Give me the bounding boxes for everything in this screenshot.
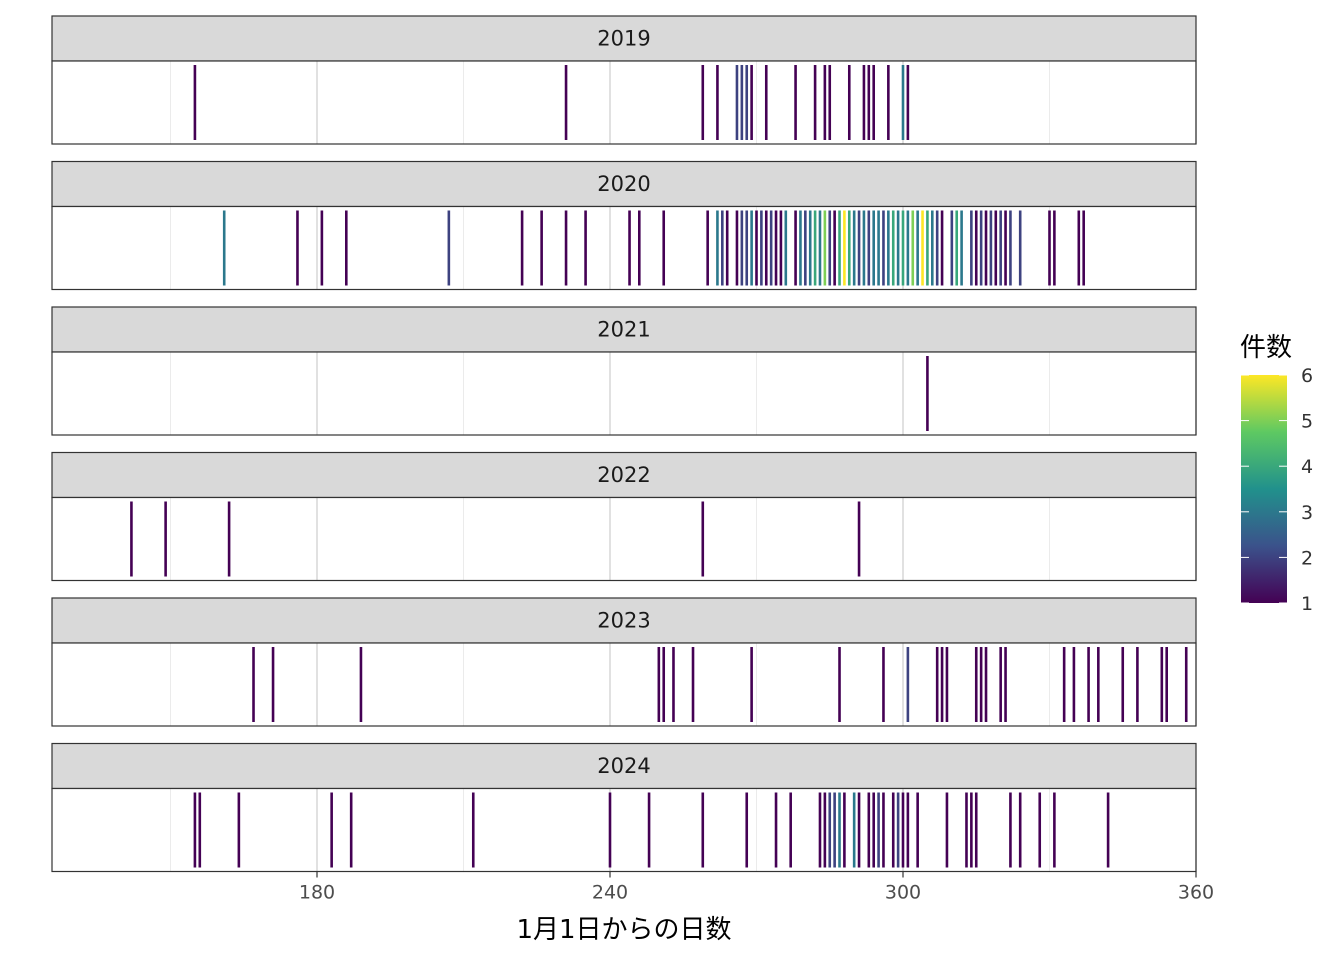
color-legend: 件数 1 2 3 4 5 6 <box>1240 333 1313 615</box>
facet-panel-2022: 2022 <box>51 451 1197 582</box>
facet-panel-2021: 2021 <box>51 306 1197 436</box>
facet-panel-2019: 2019 <box>51 15 1197 145</box>
facet-strip-label: 2019 <box>597 27 650 51</box>
x-tick-label: 240 <box>592 882 628 904</box>
facet-panel-2020: 2020 <box>51 160 1197 291</box>
facet-panel-2023: 2023 <box>51 597 1197 727</box>
facet-strip <box>51 597 1197 644</box>
panel-border <box>51 787 1197 873</box>
panel-background <box>52 61 1196 144</box>
facet-strip-label: 2021 <box>597 318 650 342</box>
legend-tick-label: 5 <box>1301 411 1313 433</box>
panel-background <box>52 497 1196 581</box>
facet-panels: 2019 2020 2021 2022 2023 2024 <box>51 15 1197 873</box>
legend-tick-label: 6 <box>1301 365 1313 387</box>
panel-background <box>52 788 1196 872</box>
legend-tick-label: 2 <box>1301 547 1313 569</box>
x-tick-label: 300 <box>885 882 921 904</box>
facet-panel-2024: 2024 <box>51 742 1197 873</box>
x-axis: 180 240 300 360 <box>299 871 1214 904</box>
panel-border <box>51 205 1197 291</box>
facet-strip-label: 2024 <box>597 754 650 778</box>
facet-strip <box>51 451 1197 499</box>
facet-strip <box>51 306 1197 353</box>
x-tick-label: 180 <box>299 882 335 904</box>
panel-border <box>51 60 1197 145</box>
panel-border <box>51 351 1197 436</box>
legend-tick-label: 3 <box>1301 502 1313 524</box>
facet-strip-label: 2022 <box>597 463 650 487</box>
x-tick-label: 360 <box>1178 882 1214 904</box>
legend-tick-label: 1 <box>1301 593 1313 615</box>
x-axis-title: 1月1日からの日数 <box>516 915 731 945</box>
legend-tick-label: 4 <box>1301 456 1313 478</box>
legend-title: 件数 <box>1240 333 1292 363</box>
panel-border <box>51 642 1197 727</box>
facet-strip <box>51 15 1197 62</box>
facet-strip-label: 2023 <box>597 609 650 633</box>
panel-border <box>51 496 1197 582</box>
legend-colorbar <box>1241 375 1287 603</box>
panel-background <box>52 643 1196 726</box>
panel-background <box>52 352 1196 435</box>
facet-strip-label: 2020 <box>597 172 650 196</box>
